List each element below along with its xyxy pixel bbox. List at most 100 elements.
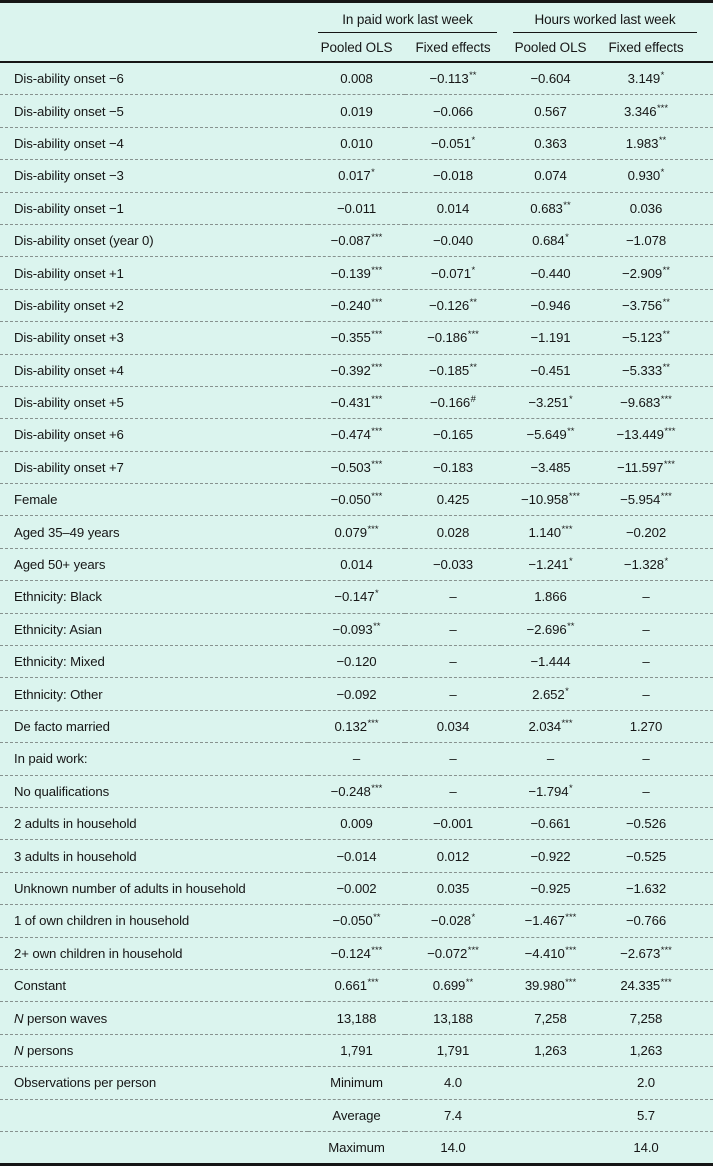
value-cell: −0.001	[405, 806, 501, 840]
significance-marker: *	[565, 232, 569, 244]
value-cell: 39.980***	[501, 968, 600, 1002]
table-row: 3 adults in household −0.014 0.012 −0.922 −0…	[0, 839, 713, 873]
col-header-fixed-effects-paid-work: Fixed effects	[415, 39, 491, 55]
value-cell	[501, 1130, 600, 1164]
table-row: N person waves 13,188 13,188 7,258 7,258	[0, 1001, 713, 1035]
column-group-hours-worked: Hours worked last week	[501, 3, 713, 33]
column-group-row: In paid work last week Hours worked last…	[0, 3, 713, 33]
value-cell: –	[501, 742, 600, 776]
value-cell: 0.017*	[308, 159, 405, 193]
table-row: In paid work: – – – –	[0, 742, 713, 776]
table-row: 2 adults in household 0.009 −0.001 −0.661 −0…	[0, 806, 713, 840]
value-cell: 3.149*	[627, 70, 665, 87]
table-row: Ethnicity: Mixed −0.120– −1.444–	[0, 645, 713, 678]
significance-marker: **	[567, 620, 575, 632]
significance-marker: **	[465, 977, 474, 989]
table-row: Average 7.4 5.7	[0, 1098, 713, 1132]
value-cell: −1.328*	[600, 547, 713, 581]
value-cell: 0.661***	[308, 968, 405, 1002]
value-cell: −0.071*	[405, 256, 501, 290]
value-cell: −0.147*	[308, 580, 405, 614]
table-row: Dis-ability onset (year 0) −0.087*** −0.04…	[0, 223, 713, 257]
significance-marker: ***	[565, 977, 577, 989]
value-cell: 13,188	[308, 1001, 405, 1035]
value-cell: 1.866	[501, 580, 600, 614]
row-label: Unknown number of adults in household	[0, 871, 308, 905]
significance-marker: ***	[371, 361, 383, 373]
table-row: Maximum 14.0 14.0	[0, 1130, 713, 1164]
value-cell: 1,791	[308, 1033, 405, 1067]
value-cell: −5.123**	[600, 321, 713, 355]
value-cell: −0.503***	[308, 450, 405, 484]
value-cell: 13,188	[405, 1001, 501, 1035]
value-cell: −0.040	[405, 223, 501, 257]
row-label	[0, 1130, 308, 1164]
row-label: De facto married	[0, 709, 308, 743]
value-cell: −0.087***	[308, 223, 405, 257]
significance-marker: #	[470, 394, 476, 406]
table-row: Dis-ability onset +4 −0.392*** −0.185** −0.…	[0, 353, 713, 387]
row-label: Dis-ability onset +3	[0, 321, 308, 355]
value-cell: 1,791	[405, 1033, 501, 1067]
value-cell: 4.0	[405, 1066, 501, 1099]
table-header: In paid work last week Hours worked last…	[0, 3, 713, 62]
significance-marker: **	[662, 296, 671, 308]
row-label: Dis-ability onset +6	[0, 418, 308, 452]
value-cell: 7,258	[600, 1001, 713, 1035]
table-row: Observations per person Minimum 4.0 2.0	[0, 1066, 713, 1099]
value-cell: 0.019	[308, 94, 405, 128]
col-header-pooled-ols-paid-work: Pooled OLS	[320, 39, 393, 55]
value-cell: −0.946	[501, 288, 600, 322]
value-cell: 14.0	[600, 1130, 713, 1164]
value-cell: −0.011	[308, 191, 405, 225]
significance-marker: ***	[371, 394, 383, 406]
significance-marker: ***	[467, 944, 479, 956]
table-row: Dis-ability onset +2 −0.240*** −0.126** −0.…	[0, 288, 713, 322]
significance-marker: ***	[568, 491, 580, 503]
value-cell: 1,263	[600, 1033, 713, 1067]
value-cell: −0.202	[600, 515, 713, 549]
value-cell: 7.4	[405, 1098, 501, 1132]
value-cell: –	[405, 774, 501, 808]
value-cell: −0.186***	[405, 321, 501, 355]
value-cell: −0.392***	[308, 353, 405, 387]
significance-marker: ***	[664, 426, 676, 438]
significance-marker: **	[373, 912, 381, 924]
value-cell: −0.072***	[405, 936, 501, 970]
significance-marker: *	[374, 588, 379, 600]
value-cell: –	[405, 742, 501, 776]
value-cell: −1.467***	[501, 904, 600, 938]
value-cell: −0.018	[405, 159, 501, 193]
significance-marker: ***	[367, 977, 379, 989]
value-cell: −0.093**	[308, 612, 405, 646]
row-label: Aged 35–49 years	[0, 515, 308, 549]
row-label: Ethnicity: Other	[0, 677, 308, 711]
table-row: Dis-ability onset −3 0.017* −0.018 0.074 0.9…	[0, 159, 713, 193]
value-cell: −0.051*	[405, 126, 501, 160]
value-cell: Minimum	[308, 1066, 405, 1099]
significance-marker: *	[660, 167, 665, 179]
column-group-in-paid-work: In paid work last week	[308, 3, 501, 33]
value-cell: −1.241*	[501, 547, 600, 581]
row-label: Constant	[0, 968, 308, 1002]
value-cell: –	[600, 742, 713, 776]
table-row: Dis-ability onset −4 0.010 −0.051* 0.363 1.9…	[0, 126, 713, 160]
value-cell: −0.451	[501, 353, 600, 387]
table-row: Ethnicity: Asian −0.093** – −2.696** –	[0, 612, 713, 646]
table-row: Unknown number of adults in household −0.…	[0, 871, 713, 905]
significance-marker: *	[565, 685, 569, 697]
value-cell: –	[600, 677, 713, 711]
value-cell: 0.079***	[308, 515, 405, 549]
significance-marker: **	[658, 134, 667, 146]
significance-marker: ***	[561, 523, 573, 535]
value-cell: 0.008	[340, 71, 373, 87]
value-cell: 0.014	[405, 191, 501, 225]
value-cell: 24.335***	[600, 968, 713, 1002]
row-label: N persons	[0, 1033, 308, 1067]
row-label: 1 of own children in household	[0, 904, 308, 938]
value-cell: –	[600, 774, 713, 808]
significance-marker: ***	[565, 944, 577, 956]
value-cell: −0.185**	[405, 353, 501, 387]
value-cell: −3.251*	[501, 385, 600, 419]
value-cell: −3.485	[501, 450, 600, 484]
